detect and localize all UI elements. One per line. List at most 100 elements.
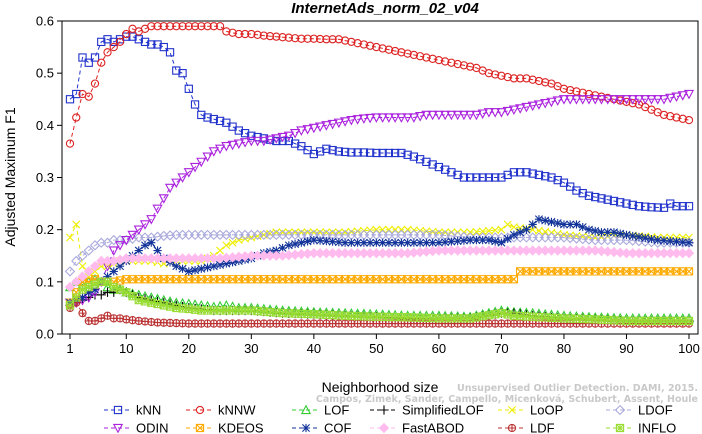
data-point	[397, 225, 406, 234]
legend-marker	[113, 405, 123, 415]
data-point	[602, 95, 613, 105]
data-point	[453, 59, 462, 69]
x-tick-label: 100	[678, 341, 700, 356]
legend-label: LDF	[530, 421, 555, 434]
data-point	[477, 109, 488, 119]
data-point	[239, 138, 251, 148]
data-point	[547, 217, 556, 226]
data-point	[622, 230, 631, 239]
data-point	[159, 42, 168, 52]
data-point	[608, 95, 620, 105]
data-point	[133, 225, 144, 236]
legend-label: LOF	[324, 403, 349, 418]
data-point	[158, 194, 169, 204]
data-point	[247, 131, 256, 140]
data-point	[334, 238, 343, 247]
data-point	[203, 113, 212, 122]
data-point	[571, 233, 582, 244]
data-point	[627, 95, 638, 105]
data-point	[190, 265, 200, 275]
legend-marker	[195, 423, 205, 433]
legend-marker	[615, 423, 625, 433]
data-point	[490, 108, 501, 118]
data-point	[415, 112, 426, 122]
data-point	[458, 110, 470, 121]
data-point	[365, 41, 375, 50]
data-point	[622, 97, 631, 107]
data-point	[77, 250, 88, 261]
data-point	[328, 237, 337, 246]
data-point	[77, 271, 88, 282]
data-point	[84, 92, 93, 101]
data-point	[496, 108, 507, 118]
series-line-odin	[70, 93, 690, 304]
data-point	[171, 178, 182, 189]
data-point	[416, 238, 425, 247]
data-point	[72, 113, 81, 122]
data-point	[503, 234, 512, 243]
data-point	[234, 126, 243, 135]
data-point	[278, 33, 287, 42]
data-point	[384, 238, 393, 247]
data-point	[459, 236, 469, 245]
data-point	[209, 262, 218, 271]
data-point	[441, 238, 450, 247]
data-point	[315, 147, 325, 156]
data-point	[278, 136, 287, 146]
series-ldf	[65, 298, 694, 328]
data-point	[672, 202, 681, 211]
data-point	[253, 30, 262, 39]
data-point	[652, 95, 663, 105]
data-point	[466, 228, 475, 237]
data-point	[284, 241, 293, 250]
data-point	[284, 136, 293, 146]
data-point	[441, 57, 450, 66]
y-tick-label: 0.1	[36, 274, 54, 289]
data-point	[415, 155, 425, 164]
legend-marker	[507, 423, 517, 433]
data-point	[522, 168, 531, 177]
data-point	[147, 22, 156, 31]
data-point	[552, 96, 563, 106]
data-point	[478, 312, 487, 321]
data-point	[197, 22, 206, 31]
data-point	[72, 89, 81, 99]
data-point	[115, 285, 125, 294]
data-point	[390, 46, 400, 56]
data-point	[609, 196, 619, 206]
legend-item-simplifiedlof: SimplifiedLOF	[370, 403, 484, 418]
data-point	[478, 227, 487, 236]
data-point	[272, 32, 281, 41]
data-point	[528, 169, 537, 178]
data-point	[203, 22, 212, 31]
legend-label: COF	[324, 421, 352, 434]
data-point	[516, 228, 525, 237]
data-point	[409, 50, 419, 60]
data-point	[197, 264, 206, 273]
legend-marker	[614, 404, 626, 416]
data-point	[183, 168, 194, 178]
data-point	[558, 95, 570, 105]
data-point	[384, 148, 394, 158]
data-point	[422, 157, 431, 166]
data-point	[384, 45, 394, 54]
data-point	[359, 238, 368, 247]
data-point	[615, 247, 626, 258]
legend-item-kdeos: KDEOS	[186, 421, 264, 434]
data-point	[108, 246, 119, 256]
data-point	[71, 276, 82, 288]
data-point	[122, 32, 131, 41]
data-point	[440, 110, 451, 121]
data-point	[159, 22, 168, 31]
data-point	[491, 226, 500, 235]
data-point	[78, 53, 87, 62]
series-knn	[65, 32, 694, 212]
series-line-loop	[69, 222, 689, 278]
data-point	[227, 140, 238, 151]
data-point	[352, 115, 363, 125]
data-point	[633, 95, 645, 105]
data-point	[659, 110, 669, 120]
data-point	[484, 236, 494, 245]
data-point	[115, 35, 125, 44]
data-point	[452, 110, 463, 121]
